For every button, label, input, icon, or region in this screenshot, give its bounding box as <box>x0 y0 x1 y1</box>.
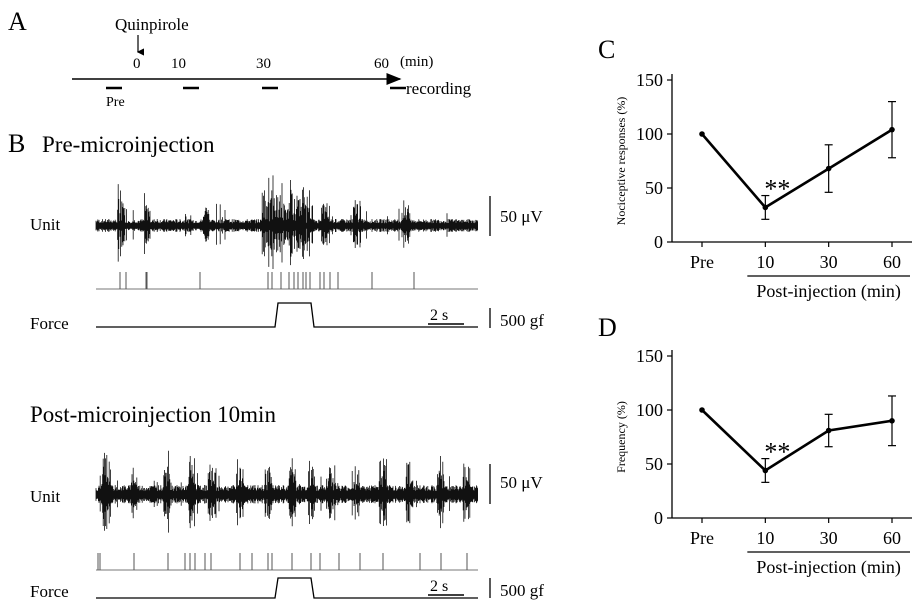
series-line <box>701 409 893 473</box>
pre-unit-trace <box>95 175 478 269</box>
chart-c: 0 50 100 150 Nociceptive responses (%) Pre 10 3… <box>614 70 912 302</box>
drug-label: Quinpirole <box>115 15 189 34</box>
pre-time-scale: 2 s <box>430 307 448 324</box>
x-tick-label: 60 <box>883 252 901 272</box>
x-tick-label: Pre <box>690 528 714 548</box>
pre-force-trace <box>96 302 478 328</box>
series-line <box>701 128 893 210</box>
trace-segment <box>95 450 478 533</box>
tick-60: 60 <box>374 56 389 72</box>
chart-d: 0 50 100 150 Frequency (%) Pre 10 30 60 Post-inje… <box>614 346 912 578</box>
x-tick-label: 10 <box>756 252 774 272</box>
x-tick-label: 10 <box>756 528 774 548</box>
x-axis-label: Post-injection (min) <box>756 281 900 302</box>
post-voltage-scale: 50 μV <box>500 473 543 492</box>
y-tick-label: 150 <box>636 346 663 366</box>
y-tick-label: 0 <box>654 508 663 528</box>
post-spike-raster <box>97 553 468 570</box>
recording-label: recording <box>406 79 472 98</box>
panel-c: C 0 50 100 150 Nociceptive responses (%) Pre 1… <box>598 35 912 302</box>
data-point <box>699 131 705 137</box>
panel-b-post: Post-microinjection 10min Unit 50 μV For… <box>30 402 544 601</box>
y-tick-label: 100 <box>636 124 663 144</box>
significance-marker: ** <box>764 174 790 203</box>
pre-title: Pre-microinjection <box>42 132 215 157</box>
pre-force-scale: 500 gf <box>500 311 544 330</box>
trace-segment <box>95 175 478 269</box>
data-point <box>762 467 769 474</box>
pre-unit-label: Unit <box>30 215 61 234</box>
significance-marker: ** <box>764 437 790 466</box>
time-unit: (min) <box>400 54 433 70</box>
data-point <box>762 204 769 211</box>
x-tick-label: 60 <box>883 528 901 548</box>
x-tick-label: 30 <box>820 528 838 548</box>
y-tick-label: 100 <box>636 400 663 420</box>
y-axis-label: Nociceptive responses (%) <box>614 97 628 226</box>
pre-label: Pre <box>106 95 125 110</box>
tick-30: 30 <box>256 56 271 72</box>
panel-a-letter: A <box>8 7 27 36</box>
tick-10: 10 <box>171 56 186 72</box>
x-tick-label: 30 <box>820 252 838 272</box>
post-time-scale: 2 s <box>430 578 448 595</box>
panel-c-letter: C <box>598 35 615 64</box>
y-tick-label: 0 <box>654 232 663 252</box>
pre-force-label: Force <box>30 314 69 333</box>
data-point <box>825 165 832 172</box>
panel-b-pre: B Pre-microinjection Unit 50 μV Force 2 … <box>8 129 544 333</box>
data-point <box>889 418 895 424</box>
panel-d-letter: D <box>598 313 617 342</box>
post-unit-trace <box>95 450 478 533</box>
post-force-label: Force <box>30 582 69 601</box>
y-axis-label: Frequency (%) <box>614 401 628 473</box>
y-tick-label: 150 <box>636 70 663 90</box>
x-axis-label: Post-injection (min) <box>756 557 900 578</box>
data-point <box>889 126 895 133</box>
x-tick-label: Pre <box>690 252 714 272</box>
pre-spike-raster <box>119 272 415 289</box>
post-unit-label: Unit <box>30 487 61 506</box>
tick-0: 0 <box>133 56 141 72</box>
panel-d: D 0 50 100 150 Frequency (%) Pre 10 30 60 Post-in… <box>598 313 912 578</box>
post-force-scale: 500 gf <box>500 581 544 600</box>
y-tick-label: 50 <box>645 454 663 474</box>
post-force-trace <box>96 577 478 599</box>
panel-a: A Quinpirole 0 10 30 60 (min) recording … <box>8 7 472 110</box>
panel-b-letter: B <box>8 129 25 158</box>
y-tick-label: 50 <box>645 178 663 198</box>
post-title: Post-microinjection 10min <box>30 402 276 427</box>
pre-voltage-scale: 50 μV <box>500 207 543 226</box>
data-point <box>699 407 705 413</box>
data-point <box>825 427 832 434</box>
